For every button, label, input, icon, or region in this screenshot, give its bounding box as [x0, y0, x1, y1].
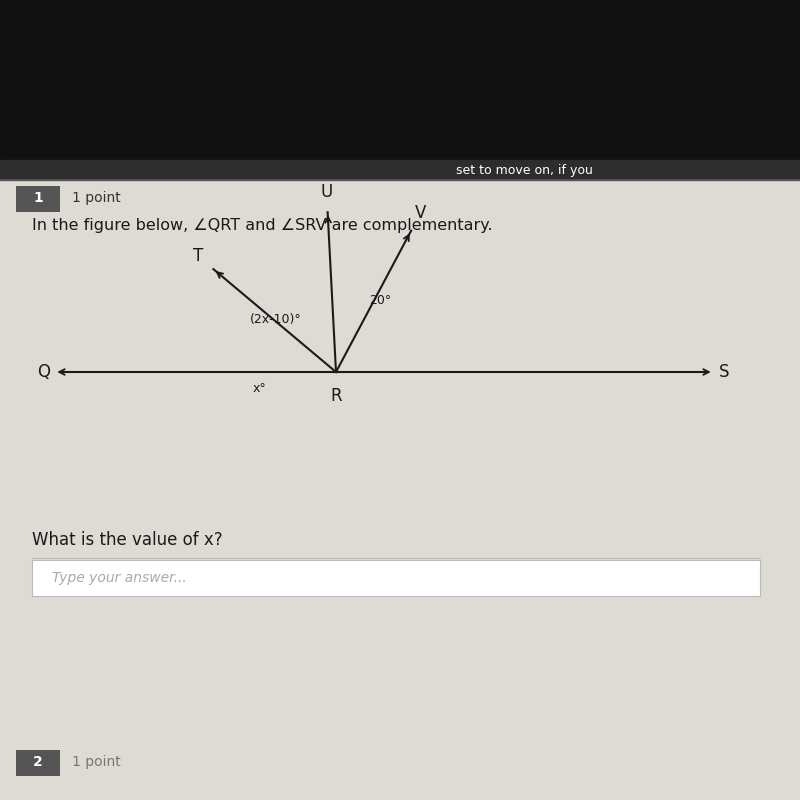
Text: What is the value of x?: What is the value of x?	[32, 531, 222, 549]
Bar	[16, 186, 60, 212]
Text: 1 point: 1 point	[72, 755, 121, 770]
Text: set to move on, if you: set to move on, if you	[456, 164, 593, 177]
Bar	[16, 750, 60, 776]
Text: T: T	[193, 247, 203, 266]
Bar	[32, 560, 760, 596]
Text: 1 point: 1 point	[72, 191, 121, 206]
Text: In the figure below, ∠QRT and ∠SRV are complementary.: In the figure below, ∠QRT and ∠SRV are c…	[32, 218, 493, 233]
Text: 2: 2	[33, 755, 43, 770]
Text: S: S	[718, 363, 730, 381]
Text: 1: 1	[33, 191, 43, 206]
Text: R: R	[330, 387, 342, 405]
Text: V: V	[415, 204, 426, 222]
Text: Type your answer...: Type your answer...	[52, 570, 186, 585]
Text: x°: x°	[253, 382, 267, 394]
Text: (2x-10)°: (2x-10)°	[250, 314, 302, 326]
Text: 20°: 20°	[369, 294, 391, 306]
Text: Q: Q	[38, 363, 50, 381]
Text: U: U	[321, 183, 333, 202]
